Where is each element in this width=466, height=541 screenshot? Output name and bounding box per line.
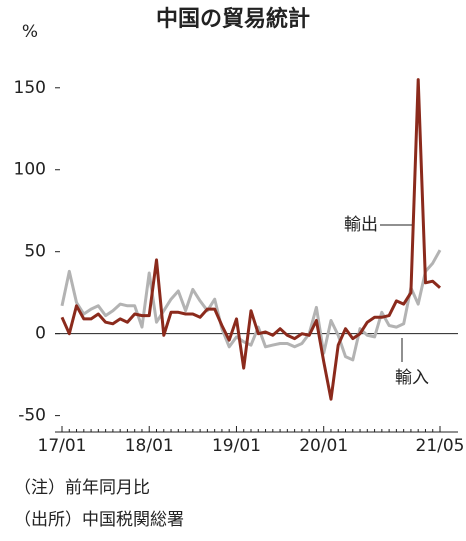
line [60,78,442,401]
x-tick-label: 20/01 [299,436,348,456]
x-tick-label: 21/05 [416,436,465,456]
line [60,249,442,362]
y-tick-label: 150 [14,78,46,98]
y-tick-label: 100 [14,160,46,180]
series-label: 輸入 [395,368,429,388]
series-label: 輸出 [344,215,378,235]
y-tick-label: -50 [18,406,46,426]
y-unit: % [22,22,38,42]
y-tick-label: 50 [24,242,46,262]
note: （出所）中国税関総署 [14,510,184,530]
x-tick-label: 19/01 [212,436,261,456]
chart-title: 中国の貿易統計 [156,6,310,32]
x-tick-label: 18/01 [125,436,174,456]
note: （注）前年同月比 [14,478,150,498]
y-tick-label: 0 [35,324,46,344]
x-tick-label: 17/01 [38,436,87,456]
